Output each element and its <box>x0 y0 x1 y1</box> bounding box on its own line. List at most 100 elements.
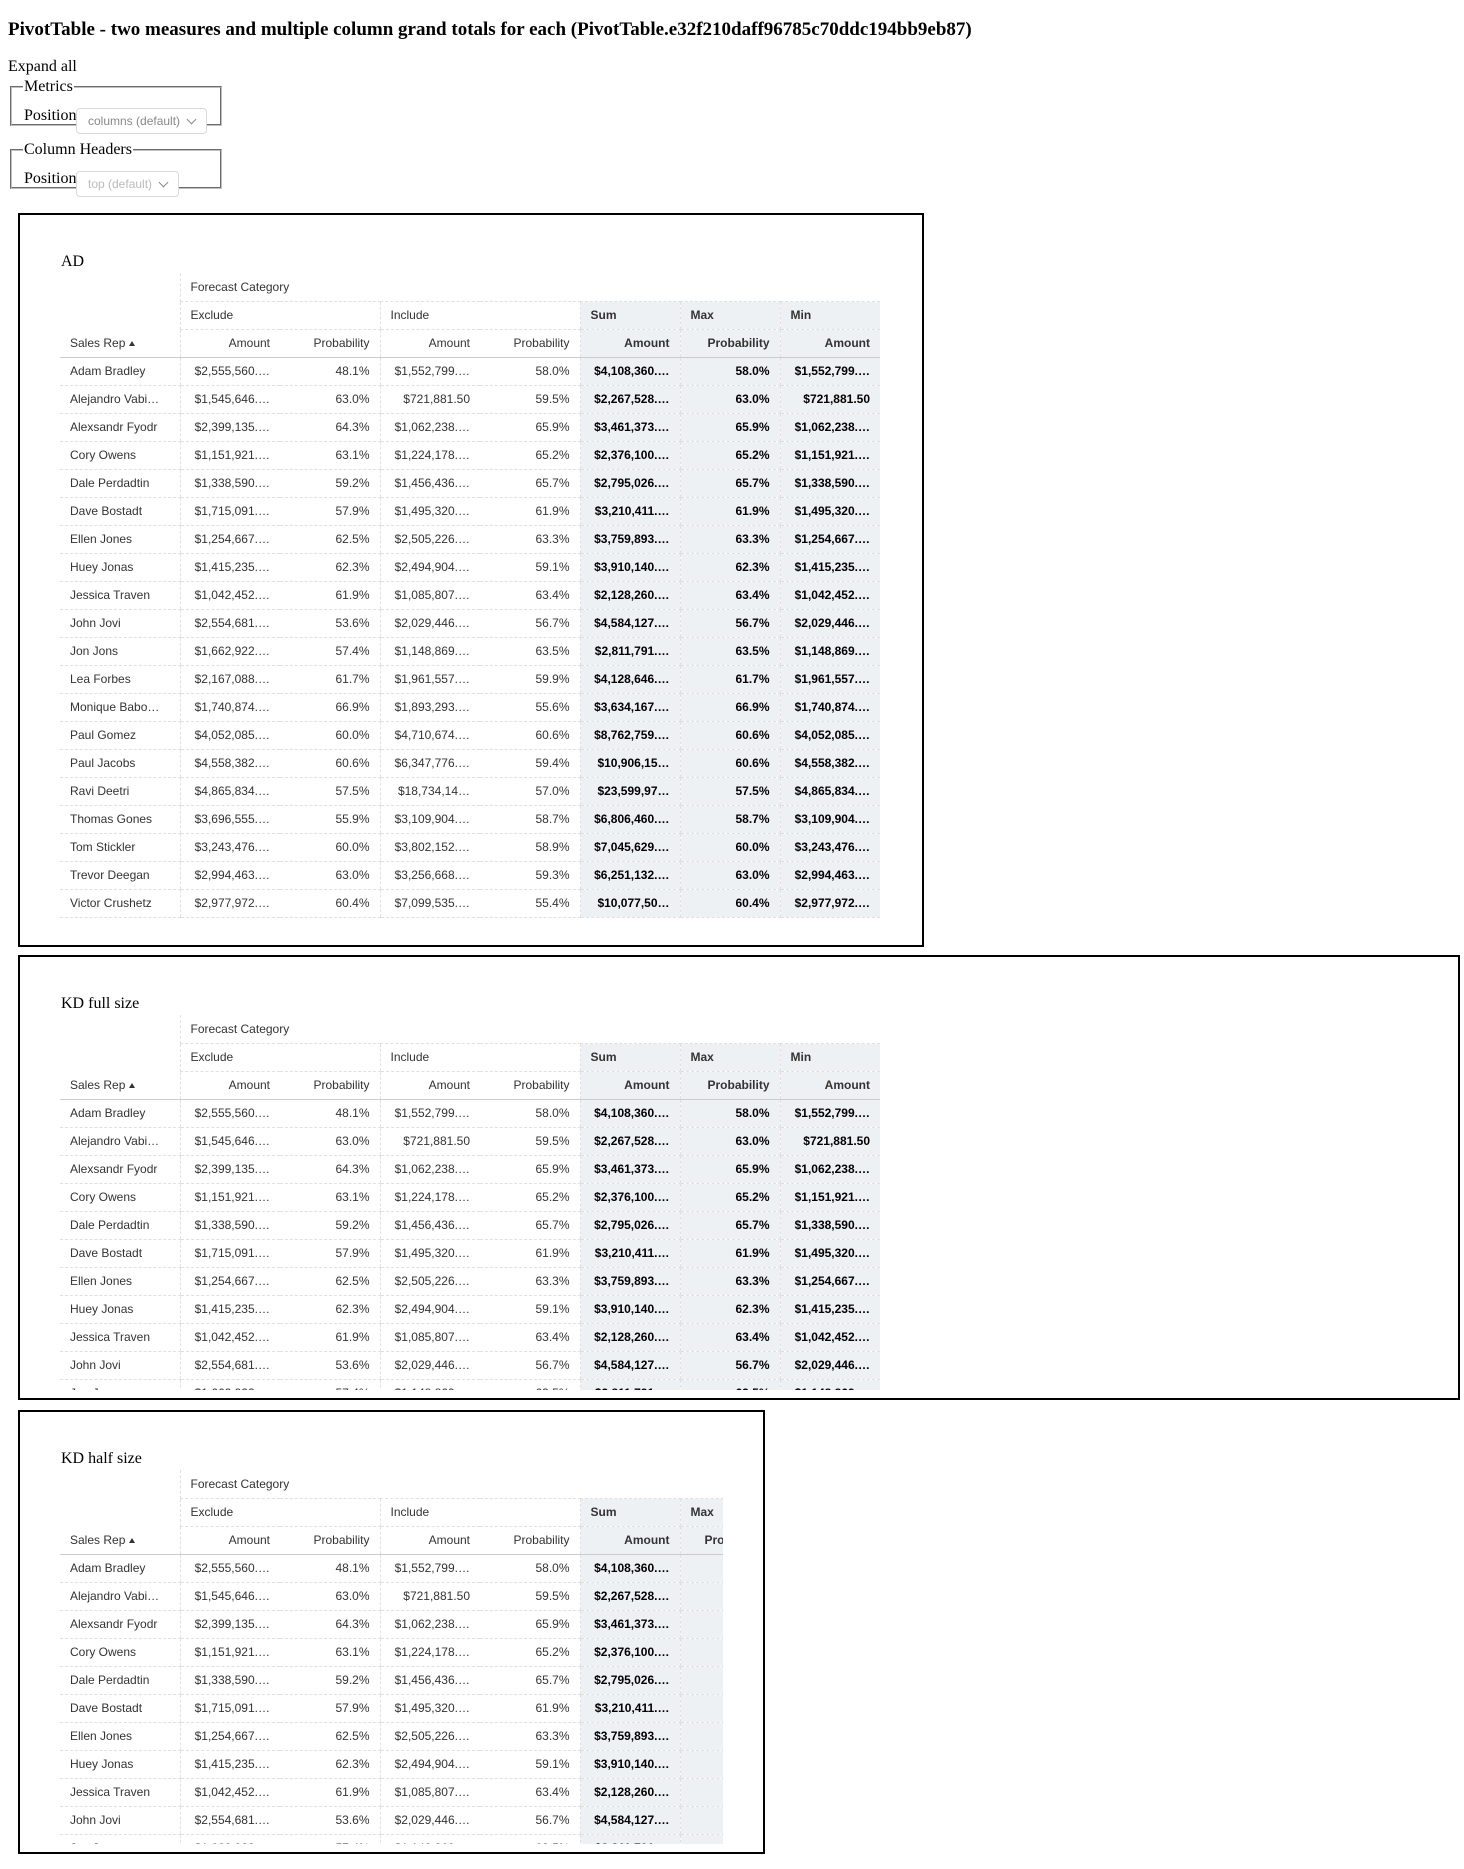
grand-total-cell: 58.7% <box>679 805 780 834</box>
grand-total-cell: $721,881.50 <box>779 385 880 414</box>
expand-all-link[interactable]: Expand all <box>8 58 77 75</box>
row-dimension-label: Sales Rep <box>70 1077 126 1092</box>
grand-total-cell: 60.0% <box>679 833 780 862</box>
cell-value: 65.2% <box>480 441 580 470</box>
cell-value: 56.7% <box>480 1806 580 1835</box>
grand-total-header: Max <box>679 301 780 330</box>
cell-value: $2,505,226.… <box>379 1722 480 1751</box>
cell-value: 58.0% <box>480 1099 580 1128</box>
table-row: Thomas Gones $3,696,555.… 55.9% $3,109,904.… <box>60 805 880 834</box>
cell-value: 62.3% <box>280 1295 380 1324</box>
cell-value: $1,338,590.… <box>179 1211 280 1240</box>
cell-value: $1,042,452.… <box>179 1323 280 1352</box>
grand-total-cell: $2,376,100.… <box>579 1183 680 1212</box>
cell-value: 65.9% <box>480 413 580 442</box>
table-row: Ellen Jones $1,254,667.… 62.5% $2,505,226.…… <box>60 525 880 554</box>
grand-total-cell: $3,210,411.… <box>579 1694 680 1723</box>
grand-total-cell: $2,376,100.… <box>579 441 680 470</box>
cell-value: $2,399,135.… <box>179 413 280 442</box>
row-dimension-header[interactable]: Sales Rep <box>60 329 180 358</box>
measure-header: Probability <box>280 1071 380 1100</box>
measure-header: Amount <box>579 329 680 358</box>
cell-value: $2,029,446.… <box>379 609 480 638</box>
table-row: Paul Jacobs $4,558,382.… 60.6% $6,347,776.…… <box>60 749 880 778</box>
grand-total-cell: $1,254,667.… <box>779 525 880 554</box>
grand-total-cell: $1,338,590.… <box>779 469 880 498</box>
grand-total-cell: $8,762,759.… <box>579 721 680 750</box>
cell-value: 60.6% <box>480 721 580 750</box>
row-label: Paul Jacobs <box>60 749 180 778</box>
cell-value: 59.3% <box>480 861 580 890</box>
cell-value: $2,994,463.… <box>179 861 280 890</box>
table-row: Dale Perdadtin $1,338,590.… 59.2% $1,456,43… <box>60 469 880 498</box>
row-dimension-header[interactable]: Sales Rep <box>60 1071 180 1100</box>
cell-value: 65.9% <box>480 1610 580 1639</box>
metrics-position-value: columns (default) <box>88 114 181 128</box>
grand-total-cell: $1,148,869.… <box>779 637 880 666</box>
grand-total-cell: 65.2% <box>679 1183 780 1212</box>
cell-value: $1,151,921.… <box>179 1183 280 1212</box>
grand-total-cell: $2,267,528.… <box>579 1582 680 1611</box>
row-label: Jessica Traven <box>60 581 180 610</box>
cell-value: $4,558,382.… <box>179 749 280 778</box>
grand-total-cell: $1,495,320.… <box>779 497 880 526</box>
table-row: Alexsandr Fyodr $2,399,135.… 64.3% $1,062,2… <box>60 1155 880 1184</box>
chevron-down-icon <box>186 114 197 125</box>
page-title: PivotTable - two measures and multiple c… <box>8 19 972 40</box>
grand-total-cell: $2,128,260.… <box>579 1778 680 1807</box>
row-label: Ellen Jones <box>60 1267 180 1296</box>
cell-value: $1,415,235.… <box>179 1750 280 1779</box>
cell-value: 62.3% <box>280 553 380 582</box>
row-dimension-header[interactable]: Sales Rep <box>60 1526 180 1555</box>
row-label: Adam Bradley <box>60 1554 180 1583</box>
cell-value: 63.0% <box>280 1127 380 1156</box>
grand-total-cell: 66.9% <box>679 693 780 722</box>
grand-total-cell: $4,584,127.… <box>579 1806 680 1835</box>
cell-value: 63.5% <box>480 637 580 666</box>
metrics-position-select[interactable]: columns (default) <box>76 108 208 134</box>
row-label: Thomas Gones <box>60 805 180 834</box>
grand-total-cell: $6,806,460.… <box>579 805 680 834</box>
cell-value: $1,715,091.… <box>179 1694 280 1723</box>
cell-value: 53.6% <box>280 609 380 638</box>
cell-value: 61.7% <box>280 665 380 694</box>
grand-total-cell: $2,795,026.… <box>579 469 680 498</box>
cell-value: 59.5% <box>480 385 580 414</box>
cell-value: 58.0% <box>480 357 580 386</box>
table-row: Dave Bostadt $1,715,091.… 57.9% $1,495,320.… <box>60 497 880 526</box>
grand-total-cell: $3,634,167.… <box>579 693 680 722</box>
table-row: Tom Stickler $3,243,476.… 60.0% $3,802,152.… <box>60 833 880 862</box>
pivot-table: Forecast Category Exclude Include Sum Max Sal… <box>60 1470 723 1844</box>
column-group-header: Include <box>379 1498 580 1527</box>
cell-value: $3,243,476.… <box>179 833 280 862</box>
cell-value: $1,085,807.… <box>379 1323 480 1352</box>
cell-value: 59.9% <box>480 665 580 694</box>
grand-total-header: Max <box>679 1043 780 1072</box>
cell-value: 59.2% <box>280 1666 380 1695</box>
grand-total-cell: $2,811,791.… <box>579 1379 680 1390</box>
grand-total-cell: $3,759,893.… <box>579 525 680 554</box>
chevron-down-icon <box>158 177 169 188</box>
grand-total-cell: $2,795,026.… <box>579 1211 680 1240</box>
grand-total-cell: $3,210,411.… <box>579 497 680 526</box>
grand-total-cell: $3,910,140.… <box>579 553 680 582</box>
cell-value: $6,347,776.… <box>379 749 480 778</box>
cell-value: 61.9% <box>280 581 380 610</box>
row-label: Huey Jonas <box>60 553 180 582</box>
column-headers-position-value: top (default) <box>88 177 153 191</box>
cell-value: 62.5% <box>280 525 380 554</box>
grand-total-header: Sum <box>579 1043 680 1072</box>
cell-value: 57.5% <box>280 777 380 806</box>
column-group-header: Exclude <box>179 1043 380 1072</box>
table-row: Trevor Deegan $2,994,463.… 63.0% $3,256,668… <box>60 861 880 890</box>
cell-value: 63.3% <box>480 525 580 554</box>
grand-total-cell: $1,042,452.… <box>779 581 880 610</box>
cell-value: 64.3% <box>280 1610 380 1639</box>
grand-total-cell: 62.3% <box>679 553 780 582</box>
measure-header: Amount <box>179 329 280 358</box>
grand-total-header: Min <box>779 301 880 330</box>
cell-value: $4,865,834.… <box>179 777 280 806</box>
grand-total-cell: $6,251,132.… <box>579 861 680 890</box>
measure-header: Amount <box>179 1071 280 1100</box>
grand-total-cell: $2,128,260.… <box>579 581 680 610</box>
